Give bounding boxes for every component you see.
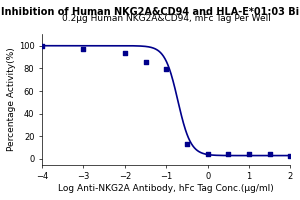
Point xyxy=(184,143,189,146)
Point xyxy=(226,153,231,156)
Point xyxy=(164,68,169,71)
Text: 0.2μg Human NKG2A&CD94, mFc Tag Per Well: 0.2μg Human NKG2A&CD94, mFc Tag Per Well xyxy=(62,14,271,23)
Point xyxy=(40,44,44,47)
Point xyxy=(288,154,293,157)
Point xyxy=(267,153,272,156)
Point xyxy=(81,48,86,51)
Point xyxy=(143,60,148,63)
X-axis label: Log Anti-NKG2A Antibody, hFc Tag Conc.(μg/ml): Log Anti-NKG2A Antibody, hFc Tag Conc.(μ… xyxy=(58,184,274,193)
Point xyxy=(205,153,210,156)
Point xyxy=(247,153,251,156)
Point xyxy=(122,51,127,54)
Title: Inhibition of Human NKG2A&CD94 and HLA-E*01:03 Binding: Inhibition of Human NKG2A&CD94 and HLA-E… xyxy=(2,7,300,17)
Y-axis label: Percentage Activity(%): Percentage Activity(%) xyxy=(7,48,16,151)
